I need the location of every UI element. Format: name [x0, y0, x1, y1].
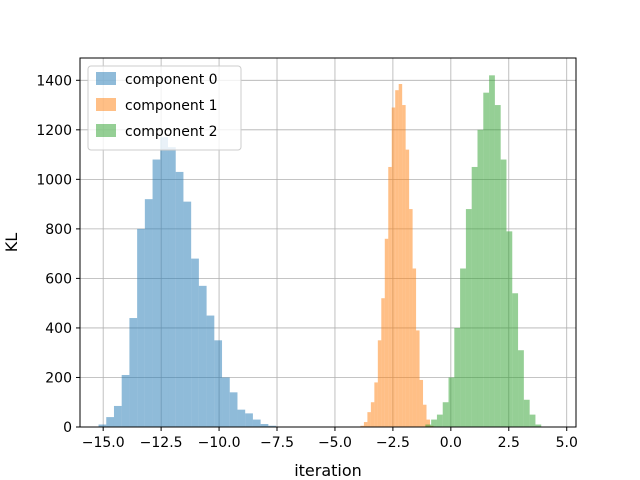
histogram-bar — [477, 129, 484, 427]
histogram-bar — [489, 75, 495, 427]
x-tick-label: −15.0 — [82, 435, 125, 451]
histogram-bar — [252, 419, 261, 427]
histogram-bar — [388, 166, 392, 428]
histogram-bar — [426, 419, 430, 427]
histogram-bar — [106, 417, 114, 427]
y-tick-label: 600 — [45, 271, 72, 287]
legend-box — [87, 65, 242, 151]
histogram-bar — [483, 92, 490, 427]
histogram-bar — [175, 171, 184, 427]
histogram-bar — [402, 105, 406, 428]
y-tick-label: 800 — [45, 222, 72, 238]
y-tick-label: 0 — [63, 420, 72, 436]
histogram-bar — [367, 412, 371, 427]
histogram-bar — [419, 379, 424, 427]
histogram-bar — [229, 392, 238, 427]
histogram-bar — [529, 414, 536, 427]
x-tick-label: −5.0 — [318, 435, 352, 451]
histogram-bar — [454, 327, 461, 427]
axes-frame — [79, 57, 577, 428]
histogram-bar — [465, 209, 472, 427]
histogram-bar — [160, 137, 169, 427]
histogram-bar — [152, 159, 161, 427]
legend-swatch — [96, 72, 116, 85]
histogram-bar — [183, 201, 192, 427]
histogram-bar — [113, 405, 122, 427]
histogram-bar — [395, 90, 399, 427]
legend-swatch — [96, 124, 116, 137]
y-tick-label: 200 — [45, 370, 72, 386]
series-0-bars — [98, 137, 277, 427]
histogram-bar — [442, 402, 449, 427]
histogram-bar — [405, 149, 410, 428]
x-axis-label: iteration — [294, 461, 362, 480]
y-tick-label: 1200 — [36, 123, 72, 139]
histogram-bar — [144, 199, 153, 427]
histogram-bar — [98, 424, 107, 427]
histogram-bar — [198, 285, 207, 427]
y-axis-label: KL — [2, 233, 21, 252]
histogram-bar — [471, 166, 478, 428]
x-tick-label: −2.5 — [376, 435, 410, 451]
histogram-bar — [245, 413, 253, 427]
legend-label: component 2 — [125, 124, 218, 140]
histogram-bar — [214, 340, 223, 427]
histogram-bar — [500, 159, 507, 427]
histogram-bar — [260, 424, 269, 427]
x-tick-label: −7.5 — [260, 435, 294, 451]
histogram-bar — [381, 298, 385, 427]
y-tick-label: 1000 — [36, 172, 72, 188]
y-tick-label: 1400 — [36, 73, 72, 89]
histogram-bar — [506, 231, 513, 427]
histogram-bar — [518, 350, 524, 427]
series-1-bars — [360, 84, 434, 428]
histogram-bar — [121, 374, 130, 427]
histogram-bar — [360, 425, 364, 427]
histogram-bar — [168, 147, 176, 427]
histogram-bar — [391, 107, 396, 427]
histogram-bar — [129, 318, 138, 427]
x-tick-label: −12.5 — [140, 435, 183, 451]
histogram-bar — [494, 105, 501, 428]
legend-swatch — [96, 98, 116, 111]
histogram-bar — [398, 84, 403, 427]
histogram-bar — [370, 402, 375, 427]
x-tick-label: −10.0 — [198, 435, 241, 451]
histogram-bar — [191, 258, 199, 427]
histogram-bar — [512, 293, 519, 427]
histogram-bars — [98, 75, 542, 428]
axis-ticks: −15.0 −12.5 −10.0 −7.5 −5.0 −2.5 0.0 2.5 5.0 0 200… — [36, 73, 578, 451]
histogram-bar — [523, 399, 530, 427]
x-tick-label: 5.0 — [556, 435, 578, 451]
x-tick-label: 0.0 — [440, 435, 462, 451]
histogram-bar — [460, 268, 466, 427]
histogram-bar — [206, 315, 215, 427]
histogram-bar — [431, 419, 437, 427]
legend-label: component 1 — [125, 98, 218, 114]
histogram-bar — [535, 424, 542, 427]
histogram-bar — [268, 425, 277, 427]
y-tick-label: 400 — [45, 321, 72, 337]
legend-label: component 0 — [125, 72, 218, 88]
histogram-bar — [416, 330, 420, 427]
histogram-bar — [448, 377, 455, 427]
histogram-bar — [137, 228, 145, 427]
histogram-bar — [412, 268, 417, 427]
histogram-bar — [363, 422, 368, 427]
histogram-bar — [384, 238, 389, 427]
histogram-bar — [237, 409, 246, 427]
histogram-bar — [377, 340, 382, 427]
legend: component 0 component 1 component 2 — [87, 65, 242, 151]
histogram-bar — [425, 424, 432, 427]
histogram-bar — [409, 209, 413, 427]
histogram-bar — [423, 404, 427, 427]
histogram-bar — [436, 414, 443, 427]
x-tick-label: 2.5 — [498, 435, 520, 451]
histogram-bar — [374, 382, 378, 427]
series-2-bars — [425, 75, 542, 428]
histogram-bar — [222, 377, 230, 427]
